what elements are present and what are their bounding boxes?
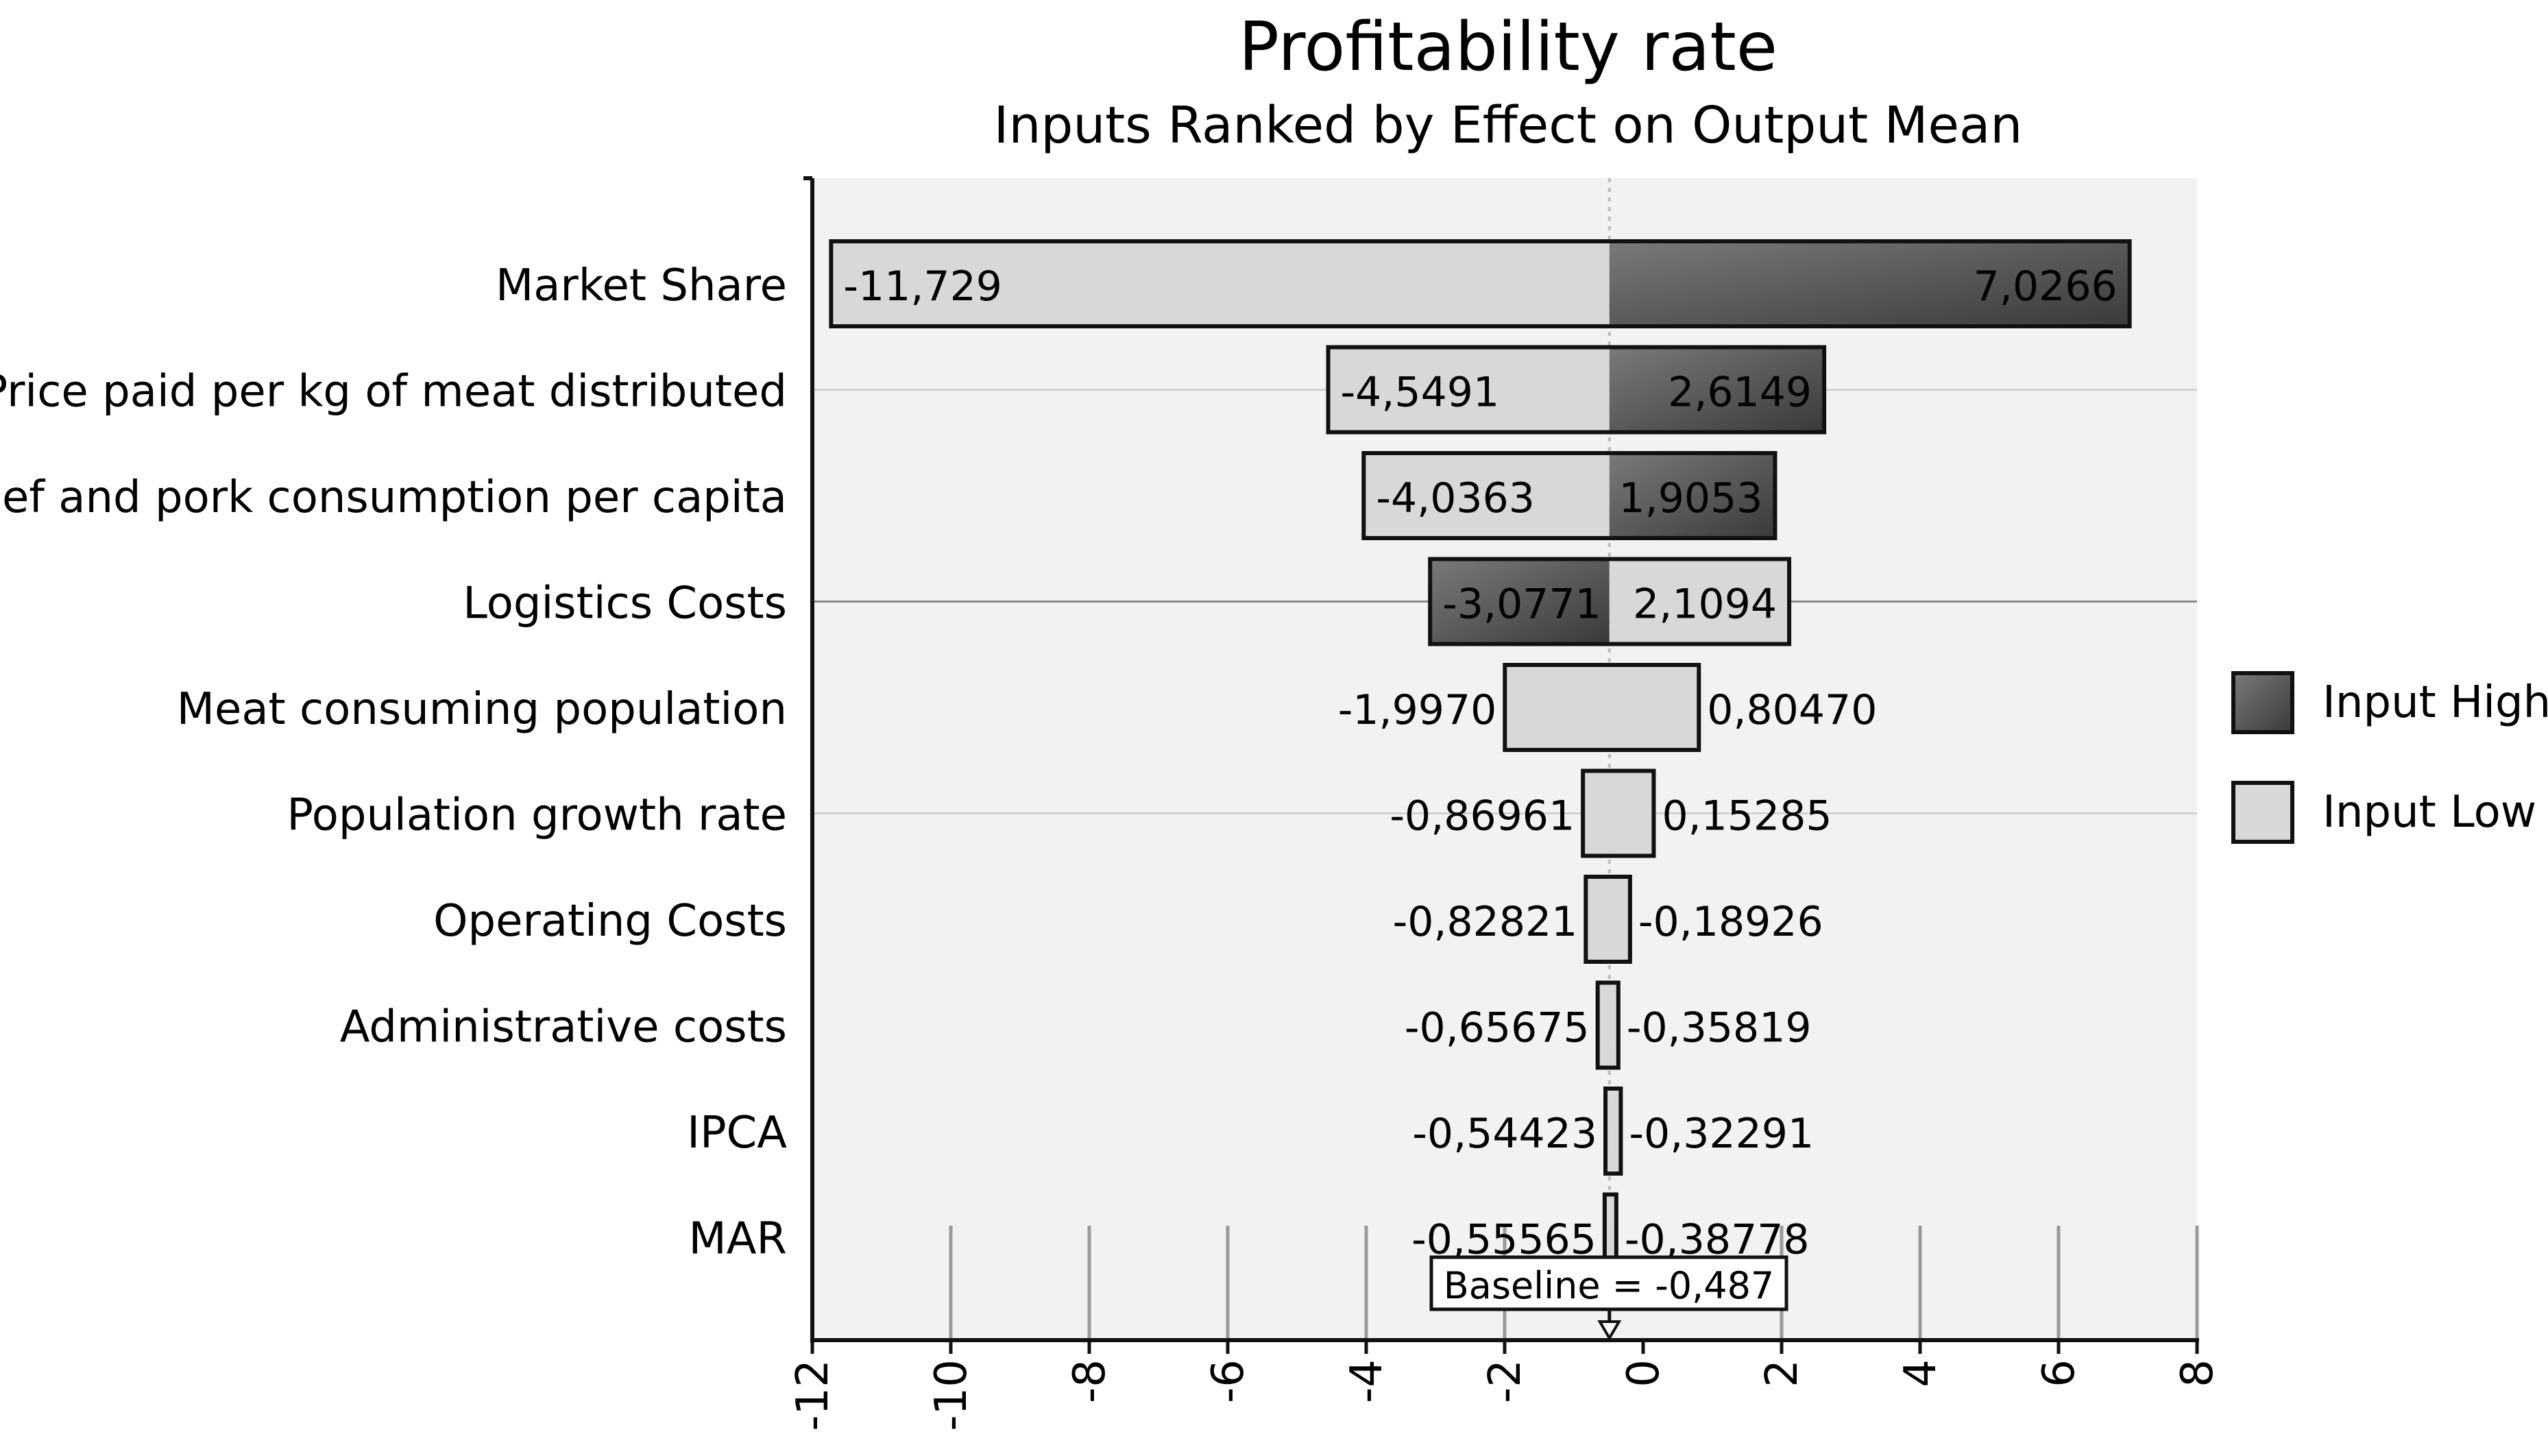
bar-segment-left: [1430, 559, 1610, 644]
baseline-label-box: [1429, 1255, 1788, 1311]
bar-segment-left: [1328, 347, 1610, 433]
data-label-high: 1,9053: [1618, 474, 1762, 522]
bar-outline: [829, 239, 2132, 328]
bar-outline: [1584, 875, 1632, 964]
bar-outline: [1503, 663, 1701, 752]
data-label-high: -0,35819: [1627, 1004, 1812, 1052]
category-label: Meat consuming population: [177, 684, 787, 735]
data-label-low: -3,0771: [1442, 581, 1601, 629]
bar-outline: [1595, 980, 1621, 1070]
x-tick-label: 4: [1895, 1359, 1946, 1387]
bar-segment-right: [1609, 1194, 1616, 1280]
chart-title: Profitability rate: [1238, 8, 1778, 86]
bar-segment-left: [1363, 453, 1610, 538]
baseline-label: Baseline = -0,487: [1444, 1264, 1775, 1307]
data-label-low: -11,729: [843, 263, 1002, 311]
x-tick-label: 6: [2034, 1359, 2085, 1387]
x-tick-label: -2: [1480, 1359, 1531, 1403]
bar-segment-right: [1609, 665, 1699, 750]
x-tick-label: -12: [788, 1359, 838, 1431]
x-tick-label: -10: [926, 1359, 977, 1431]
data-label-high: 0,80470: [1707, 686, 1877, 734]
category-label: IPCA: [687, 1108, 787, 1158]
bar-segment-right: [1609, 982, 1618, 1068]
bar-segment-right: [1609, 1089, 1621, 1174]
data-label-low: -0,65675: [1405, 1004, 1590, 1052]
data-label-high: 2,1094: [1633, 581, 1777, 629]
x-tick-label: 8: [2172, 1359, 2223, 1387]
bar-outline: [1428, 557, 1792, 646]
data-label-low: -0,54423: [1412, 1110, 1597, 1158]
legend-swatch: [2231, 781, 2294, 844]
data-label-high: 7,0266: [1974, 263, 2118, 311]
bar-outline: [1326, 345, 1827, 435]
legend-label: Input High: [2322, 677, 2548, 728]
data-label-high: 0,15285: [1662, 792, 1832, 840]
bar-segment-left: [1604, 1194, 1610, 1280]
category-label: Operating Costs: [433, 896, 787, 947]
category-label: Beef and pork consumption per capita: [0, 472, 787, 523]
data-label-high: -0,32291: [1629, 1110, 1814, 1158]
bar-outline: [1581, 768, 1656, 858]
bar-segment-right: [1609, 241, 2130, 326]
data-label-low: -0,82821: [1393, 898, 1578, 946]
data-label-low: -4,0363: [1376, 474, 1535, 522]
chart-subtitle: Inputs Ranked by Effect on Output Mean: [993, 96, 2023, 155]
x-tick-label: 0: [1618, 1359, 1669, 1387]
data-label-high: -0,18926: [1638, 898, 1823, 946]
bar-segment-left: [1597, 982, 1610, 1068]
bar-segment-right: [1609, 347, 1825, 433]
data-label-low: -1,9970: [1338, 686, 1497, 734]
category-label: Population growth rate: [287, 790, 787, 841]
category-label: Logistics Costs: [463, 579, 787, 629]
bar-segment-right: [1609, 771, 1654, 856]
category-label: MAR: [689, 1214, 787, 1265]
bar-outline: [1603, 1087, 1623, 1176]
x-tick-label: -6: [1203, 1359, 1254, 1403]
category-label: Market Share: [496, 260, 787, 311]
bar-segment-left: [1586, 877, 1610, 962]
x-tick-label: 2: [1757, 1359, 1808, 1387]
bar-segment-right: [1609, 559, 1790, 644]
bar-segment-left: [1505, 665, 1610, 750]
data-label-low: -0,86961: [1390, 792, 1575, 840]
bar-segment-right: [1609, 453, 1775, 538]
legend-label: Input Low: [2322, 787, 2536, 838]
x-tick-label: -4: [1342, 1359, 1392, 1403]
x-tick-label: -8: [1065, 1359, 1115, 1403]
bar-segment-left: [1583, 771, 1610, 856]
bar-segment-right: [1609, 877, 1630, 962]
legend-swatch: [2231, 671, 2294, 734]
category-label: Price paid per kg of meat distributed: [0, 367, 787, 417]
bar-outline: [1361, 451, 1777, 540]
data-label-low: -4,5491: [1341, 369, 1500, 417]
category-label: Administrative costs: [340, 1002, 787, 1053]
baseline-arrow-head: [1597, 1320, 1622, 1341]
data-label-high: 2,6149: [1668, 369, 1812, 417]
bar-segment-left: [831, 241, 1610, 326]
